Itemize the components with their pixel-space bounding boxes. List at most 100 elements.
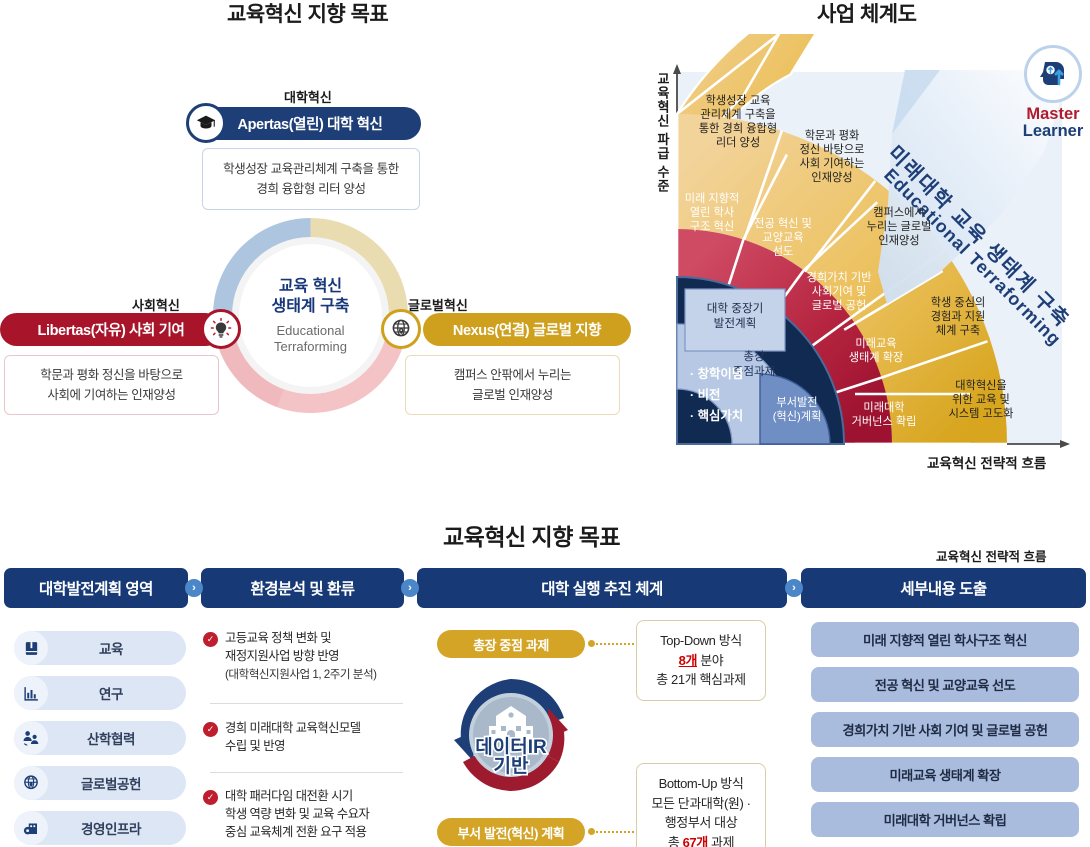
page-title-right: 사업 체계도 [817, 3, 917, 26]
connector-line-bottom [596, 831, 634, 833]
diagonal-banner [878, 70, 1064, 304]
outer-band [675, 114, 1007, 446]
page-title-left: 교육혁신 지향 목표 [227, 3, 389, 26]
chevron-right-icon-1: › [185, 579, 203, 597]
desc-social-line1: 학문과 평화 정신을 바탕으로 [40, 368, 183, 382]
bottom-up-line2: 모든 단과대학(원) · [651, 795, 751, 811]
area-item-education[interactable]: 교육 [14, 631, 186, 665]
bullet-3-line3: 중심 교육체계 전환 요구 적용 [225, 824, 367, 839]
data-ir-badge: 데이터IR 기반 [446, 670, 576, 800]
core-plan-box [684, 288, 786, 352]
core-dept-wedge [759, 373, 831, 445]
book-icon [14, 631, 48, 665]
top-down-after: 분야 [697, 652, 724, 668]
check-circle-icon-2: ✓ [203, 722, 218, 737]
gold-pill-president-tasks[interactable]: 총장 중점 과제 [437, 630, 585, 658]
branch-desc-university: 학생성장 교육관리체계 구축을 통한 경희 융합형 리터 양성 [202, 148, 420, 210]
area-item-research[interactable]: 연구 [14, 676, 186, 710]
gold-pill-department-plan[interactable]: 부서 발전(혁신) 계획 [437, 818, 585, 846]
svg-text:부서발전(혁신)계획: 부서발전 (혁신)계획 [773, 396, 822, 423]
area-label-global-contribution: 글로벌공헌 [80, 777, 142, 792]
branch-desc-social: 학문과 평화 정신을 바탕으로 사회에 기여하는 인재양성 [4, 355, 219, 415]
bottom-up-box: Bottom-Up 방식 모든 단과대학(원) · 행정부서 대상 총 67개 … [636, 763, 766, 847]
ring-center-ko-line1: 교육 혁신 [278, 277, 343, 295]
detail-item-3[interactable]: 경희가치 기반 사회 기여 및 글로벌 공헌 [811, 712, 1079, 747]
branch-caption-social: 사회혁신 [132, 298, 180, 313]
bottom-up-line3: 행정부서 대상 [664, 815, 738, 830]
top-down-line3: 총 21개 핵심과제 [656, 672, 746, 687]
lightbulb-icon [201, 309, 241, 349]
detail-item-2[interactable]: 전공 혁신 및 교양교육 선도 [811, 667, 1079, 702]
detail-item-1[interactable]: 미래 지향적 열린 학사구조 혁신 [811, 622, 1079, 657]
detail-item-4[interactable]: 미래교육 생태계 확장 [811, 757, 1079, 792]
bullet-item-2: ✓ 경희 미래대학 교육혁신모델 수립 및 반영 [203, 720, 403, 756]
area-item-management-infra[interactable]: 경영인프라 [14, 811, 186, 845]
area-label-industry-academia: 산학협력 [86, 732, 136, 747]
top-down-title: Top-Down 방식 [660, 633, 742, 648]
head-arrow-icon [1024, 45, 1082, 103]
connector-line-top [596, 643, 634, 645]
top-down-box: Top-Down 방식 8개 분야 총 21개 핵심과제 [636, 620, 766, 701]
area-item-global-contribution[interactable]: 글로벌공헌 [14, 766, 186, 800]
bullet-3-line1: 대학 패러다임 대전환 시기 [225, 789, 353, 803]
ring-center-en: Educational Terraforming [274, 323, 347, 355]
check-circle-icon-1: ✓ [203, 632, 218, 647]
top-down-highlight: 8개 [678, 652, 698, 668]
ring-center-en-line2: Terraforming [274, 338, 347, 354]
graduation-cap-icon [186, 103, 226, 143]
radial-chart-panel: 교육혁신 파급 수준 교육혁신 전략적 흐름 [640, 34, 1090, 480]
chevron-right-icon-3: › [785, 579, 803, 597]
middle-ring-labels: 미래 지향적 열린 학사 구조 혁신 전공 혁신 및 교양교육 선도 경희가치 기반 사회… [685, 192, 917, 428]
page-title-bottom: 교육혁신 지향 목표 [443, 524, 621, 550]
connector-dot-bottom [588, 828, 595, 835]
flow-note: 교육혁신 전략적 흐름 [936, 550, 1047, 564]
chevron-right-icon-2: › [401, 579, 419, 597]
y-axis-label: 교육혁신 파급 수준 [655, 72, 670, 194]
ring-diagram-panel: 교육 혁신 생태계 구축 Educational Terraforming 대학… [0, 40, 640, 440]
connector-dot-top [588, 640, 595, 647]
master-learner-line2: Learner [1022, 122, 1084, 141]
check-circle-icon-3: ✓ [203, 790, 218, 805]
x-axis-label: 교육혁신 전략적 흐름 [927, 456, 1047, 471]
bullet-divider-2 [210, 772, 403, 773]
bottom-up-title: Bottom-Up 방식 [658, 776, 744, 791]
ir-badge-line1: 데이터IR [475, 736, 547, 758]
bullet-2-line2: 수립 및 반영 [225, 738, 285, 753]
desc-social-line2: 사회에 기여하는 인재양성 [47, 388, 176, 402]
bullet-1-line2: 재정지원사업 방향 반영 [225, 648, 339, 663]
desc-univ-line1: 학생성장 교육관리체계 구축을 통한 [223, 162, 399, 176]
area-label-research: 연구 [98, 687, 124, 702]
area-label-education: 교육 [98, 642, 124, 657]
people-exchange-icon [14, 721, 48, 755]
detail-item-5[interactable]: 미래대학 거버넌스 확립 [811, 802, 1079, 837]
bullet-3-line2: 학생 역량 변화 및 교육 수요자 [225, 806, 370, 821]
branch-pill-global[interactable]: Nexus(연결) 글로벌 지향 [423, 313, 631, 346]
area-item-industry-academia[interactable]: 산학협력 [14, 721, 186, 755]
desc-global-line1: 캠퍼스 안팎에서 누리는 [453, 368, 572, 382]
bullet-1-line1: 고등교육 정책 변화 및 [225, 631, 332, 645]
branch-pill-university[interactable]: Apertas(열린) 대학 혁신 [199, 107, 421, 140]
radial-chart-svg: 미래대학 교육 생태계 구축 Educational Terraforming … [673, 34, 1074, 448]
flow-panel: 교육혁신 전략적 흐름 대학발전계획 영역 환경분석 및 환류 대학 실행 추진… [0, 550, 1090, 847]
bottom-up-suffix: 과제 [707, 834, 735, 847]
bottom-up-prefix: 총 [667, 834, 683, 847]
bottom-up-highlight: 67개 [682, 834, 709, 847]
bullet-2-line1: 경희 미래대학 교육혁신모델 [225, 721, 361, 735]
master-learner-logo: Master Learner [1019, 45, 1087, 141]
flow-column-head-2: 환경분석 및 환류 [201, 568, 404, 608]
branch-pill-social[interactable]: Libertas(자유) 사회 기여 [0, 313, 222, 346]
flow-column-head-4: 세부내용 도출 [801, 568, 1086, 608]
core-labels: 대학 중장기 발전계획 총장 중점과제 부서발전 (혁신)계획 · 창학이념 · 비전 ·… [690, 302, 821, 423]
flow-column-head-1: 대학발전계획 영역 [4, 568, 188, 608]
